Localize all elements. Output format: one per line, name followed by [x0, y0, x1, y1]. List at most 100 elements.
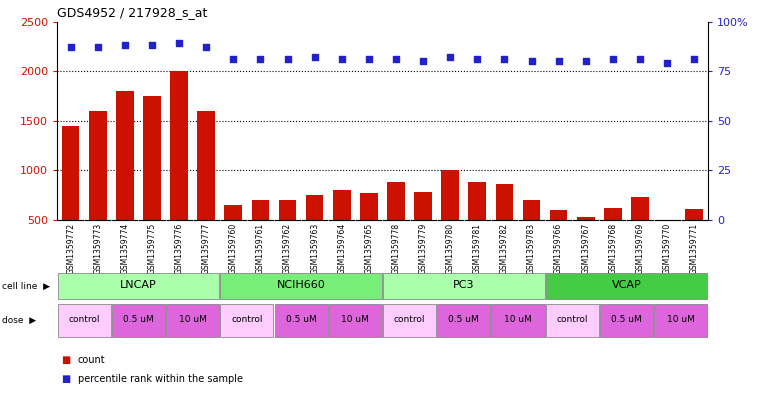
Point	[146, 42, 158, 49]
Text: control: control	[556, 316, 588, 325]
Text: 0.5 uM: 0.5 uM	[123, 316, 154, 325]
Point	[688, 56, 700, 62]
Point	[580, 58, 592, 64]
Point	[119, 42, 131, 49]
Point	[634, 56, 646, 62]
Bar	[523, 200, 540, 270]
Bar	[654, 305, 707, 337]
Text: GSM1359768: GSM1359768	[608, 222, 617, 274]
Point	[607, 56, 619, 62]
Text: GSM1359769: GSM1359769	[635, 222, 645, 274]
Bar	[333, 190, 351, 270]
Text: GSM1359761: GSM1359761	[256, 222, 265, 274]
Text: GSM1359763: GSM1359763	[310, 222, 319, 274]
Bar	[58, 305, 111, 337]
Text: dose  ▶: dose ▶	[2, 316, 36, 325]
Point	[552, 58, 565, 64]
Text: GSM1359764: GSM1359764	[337, 222, 346, 274]
Text: control: control	[68, 316, 100, 325]
Bar	[631, 197, 649, 270]
Bar	[89, 111, 107, 270]
Point	[336, 56, 348, 62]
Bar	[600, 305, 653, 337]
Text: GSM1359778: GSM1359778	[391, 222, 400, 274]
Bar	[62, 126, 79, 270]
Bar	[197, 111, 215, 270]
Text: 10 uM: 10 uM	[342, 316, 369, 325]
Bar	[275, 305, 328, 337]
Text: control: control	[393, 316, 425, 325]
Bar	[170, 71, 188, 270]
Point	[65, 44, 77, 51]
Bar	[58, 273, 219, 299]
Text: GSM1359781: GSM1359781	[473, 222, 482, 274]
Text: GSM1359779: GSM1359779	[419, 222, 428, 274]
Bar	[658, 220, 676, 270]
Bar	[220, 273, 382, 299]
Text: ■: ■	[61, 354, 70, 365]
Bar	[495, 184, 513, 270]
Point	[471, 56, 483, 62]
Point	[228, 56, 240, 62]
Text: percentile rank within the sample: percentile rank within the sample	[78, 374, 243, 384]
Text: GSM1359776: GSM1359776	[174, 222, 183, 274]
Bar	[360, 193, 377, 270]
Bar	[549, 210, 568, 270]
Text: 10 uM: 10 uM	[667, 316, 695, 325]
Bar	[383, 305, 436, 337]
Bar	[387, 182, 405, 270]
Point	[363, 56, 375, 62]
Point	[308, 54, 320, 61]
Bar	[329, 305, 382, 337]
Point	[91, 44, 103, 51]
Bar	[686, 209, 703, 270]
Text: GSM1359766: GSM1359766	[554, 222, 563, 274]
Point	[254, 56, 266, 62]
Text: GSM1359772: GSM1359772	[66, 222, 75, 274]
Text: LNCAP: LNCAP	[120, 280, 157, 290]
Bar	[441, 171, 459, 270]
Text: count: count	[78, 354, 105, 365]
Text: GSM1359773: GSM1359773	[94, 222, 102, 274]
Text: cell line  ▶: cell line ▶	[2, 281, 49, 290]
Bar	[143, 96, 161, 270]
Text: 0.5 uM: 0.5 uM	[611, 316, 642, 325]
Text: GSM1359760: GSM1359760	[229, 222, 237, 274]
Text: 0.5 uM: 0.5 uM	[285, 316, 317, 325]
Text: 0.5 uM: 0.5 uM	[448, 316, 479, 325]
Text: ■: ■	[61, 374, 70, 384]
Bar	[220, 305, 273, 337]
Text: GSM1359783: GSM1359783	[527, 222, 536, 274]
Text: GSM1359777: GSM1359777	[202, 222, 211, 274]
Point	[390, 56, 402, 62]
Text: GSM1359782: GSM1359782	[500, 222, 509, 274]
Point	[661, 60, 673, 66]
Text: GSM1359780: GSM1359780	[446, 222, 454, 274]
Bar	[604, 208, 622, 270]
Bar	[414, 192, 432, 270]
Bar	[492, 305, 545, 337]
Bar	[116, 91, 134, 270]
Text: control: control	[231, 316, 263, 325]
Text: GSM1359767: GSM1359767	[581, 222, 591, 274]
Point	[444, 54, 457, 61]
Text: VCAP: VCAP	[612, 280, 642, 290]
Bar	[383, 273, 545, 299]
Bar	[252, 200, 269, 270]
Bar	[469, 182, 486, 270]
Bar	[112, 305, 165, 337]
Point	[282, 56, 294, 62]
Point	[525, 58, 537, 64]
Bar	[279, 200, 296, 270]
Bar	[437, 305, 490, 337]
Point	[173, 40, 185, 47]
Bar	[306, 195, 323, 270]
Point	[417, 58, 429, 64]
Text: NCIH660: NCIH660	[277, 280, 326, 290]
Text: GSM1359770: GSM1359770	[663, 222, 671, 274]
Bar	[577, 217, 594, 270]
Bar	[546, 305, 599, 337]
Text: GSM1359762: GSM1359762	[283, 222, 292, 274]
Point	[498, 56, 511, 62]
Text: GSM1359765: GSM1359765	[365, 222, 374, 274]
